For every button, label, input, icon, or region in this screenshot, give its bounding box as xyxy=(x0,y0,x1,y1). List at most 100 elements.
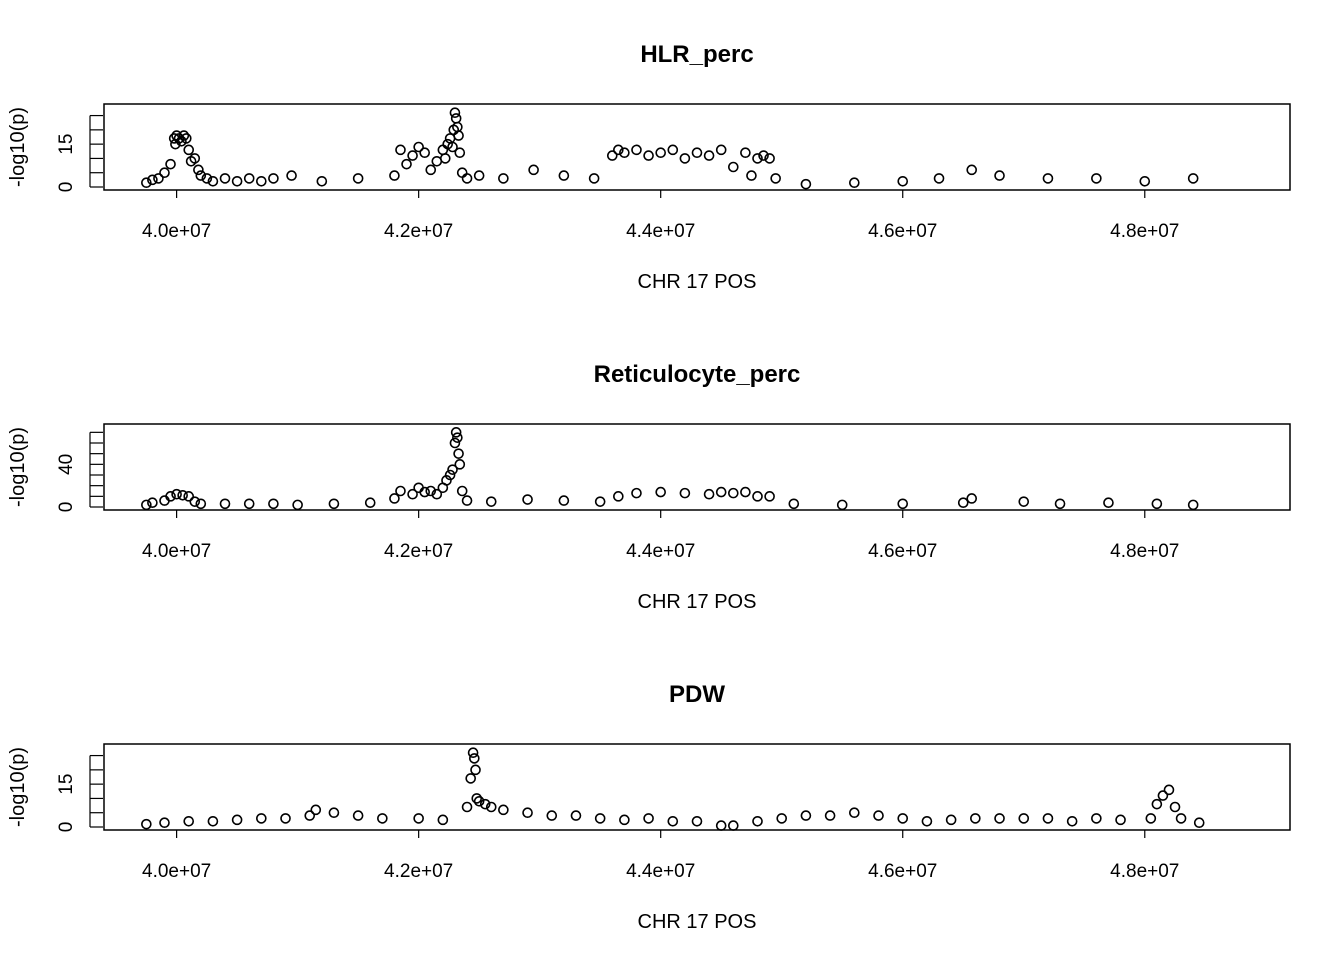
data-point xyxy=(201,173,213,184)
data-point xyxy=(836,499,848,511)
data-point xyxy=(655,486,666,498)
data-point xyxy=(419,486,431,498)
data-point xyxy=(1018,496,1030,507)
data-point xyxy=(752,153,763,164)
data-point xyxy=(655,147,666,159)
data-point xyxy=(613,144,624,156)
x-tick-label: 4.0e+07 xyxy=(142,861,211,882)
data-point xyxy=(207,175,219,187)
y-axis-label: -log10(p) xyxy=(7,747,29,827)
x-tick-label: 4.8e+07 xyxy=(1110,541,1179,562)
x-tick-label: 4.8e+07 xyxy=(1110,861,1179,882)
x-axis-label: CHR 17 POS xyxy=(638,911,757,933)
data-point xyxy=(450,427,462,438)
points xyxy=(141,747,1205,831)
data-point xyxy=(141,177,152,189)
data-point xyxy=(1139,175,1151,187)
data-point xyxy=(897,813,909,824)
data-point xyxy=(1042,173,1054,184)
y-tick-label: 40 xyxy=(56,454,77,475)
data-point xyxy=(177,489,188,501)
panel-title: Reticulocyte_perc xyxy=(594,361,801,388)
data-point xyxy=(437,814,449,826)
panel-title: PDW xyxy=(669,681,725,708)
data-point xyxy=(1115,814,1126,826)
y-tick-label: 0 xyxy=(56,182,77,193)
data-point xyxy=(728,820,739,831)
data-point xyxy=(316,175,328,187)
data-point xyxy=(764,491,775,502)
data-point xyxy=(1054,498,1066,510)
data-point xyxy=(431,488,443,500)
data-point xyxy=(292,499,303,511)
data-point xyxy=(471,793,483,804)
data-point xyxy=(256,813,267,824)
data-point xyxy=(1163,784,1175,796)
data-point xyxy=(395,485,406,497)
data-point xyxy=(758,150,769,161)
data-point xyxy=(310,804,322,816)
data-point xyxy=(994,813,1005,824)
plot-frame xyxy=(103,103,1291,191)
x-tick-label: 4.4e+07 xyxy=(626,541,695,562)
data-point xyxy=(691,147,703,159)
data-point xyxy=(631,144,642,156)
data-point xyxy=(667,815,679,827)
data-point xyxy=(897,175,909,187)
data-point xyxy=(419,147,431,159)
data-point xyxy=(444,133,456,144)
data-point xyxy=(1151,498,1163,510)
data-point xyxy=(679,487,691,499)
plot-frame xyxy=(103,743,1291,831)
data-point xyxy=(407,488,418,500)
data-point xyxy=(619,814,630,826)
data-point xyxy=(1091,173,1102,184)
data-point xyxy=(159,817,170,829)
data-point xyxy=(776,813,788,824)
data-point xyxy=(752,815,763,827)
data-point xyxy=(256,175,267,187)
data-point xyxy=(207,815,219,827)
data-point xyxy=(667,144,679,156)
data-point xyxy=(740,147,751,159)
data-point xyxy=(522,494,533,505)
data-point xyxy=(703,488,715,500)
data-point xyxy=(691,815,703,827)
data-point xyxy=(715,486,727,498)
data-point xyxy=(619,147,630,159)
data-point xyxy=(328,498,340,510)
data-point xyxy=(498,804,509,816)
data-point xyxy=(153,173,164,184)
data-point xyxy=(703,150,715,161)
data-point xyxy=(1066,815,1078,827)
y-tick-label: 0 xyxy=(56,502,77,513)
data-point xyxy=(588,173,600,184)
data-point xyxy=(770,173,781,184)
data-point xyxy=(800,178,812,190)
data-point xyxy=(546,810,558,821)
data-point xyxy=(180,133,192,144)
data-point xyxy=(613,491,624,502)
data-point xyxy=(364,497,376,509)
y-tick-label: 0 xyxy=(56,822,77,833)
data-point xyxy=(268,173,279,184)
data-point xyxy=(159,167,170,179)
data-point xyxy=(452,432,463,443)
data-point xyxy=(425,485,437,497)
data-point xyxy=(873,810,884,821)
data-point xyxy=(606,150,618,161)
data-point xyxy=(1187,499,1199,511)
x-axis-label: CHR 17 POS xyxy=(638,591,757,613)
data-point xyxy=(467,747,479,759)
data-point xyxy=(389,493,400,504)
data-point xyxy=(1187,173,1199,184)
data-point xyxy=(395,144,406,156)
data-point xyxy=(243,173,255,184)
plot-frame xyxy=(103,423,1291,511)
data-point xyxy=(558,495,570,506)
data-point xyxy=(1193,817,1205,829)
data-point xyxy=(441,475,452,486)
points xyxy=(141,107,1199,190)
x-tick-label: 4.4e+07 xyxy=(626,861,695,882)
